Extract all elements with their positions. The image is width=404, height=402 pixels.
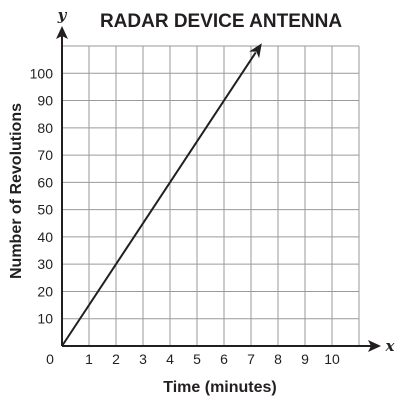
- y-tick-label: 20: [37, 283, 53, 299]
- x-tick-label: 8: [274, 351, 282, 367]
- origin-label: 0: [46, 351, 54, 367]
- y-tick-label: 100: [30, 65, 54, 81]
- x-tick-label: 1: [85, 351, 93, 367]
- y-axis-symbol: y: [57, 6, 68, 24]
- y-axis-title: Number of Revolutions: [8, 103, 25, 279]
- series: [61, 43, 262, 347]
- grid: [62, 45, 360, 346]
- x-axis-arrow: [368, 340, 381, 352]
- y-tick-label: 60: [37, 174, 53, 190]
- y-tick-label: 10: [37, 311, 53, 327]
- x-axis-title: Time (minutes): [163, 379, 277, 396]
- x-tick-label: 5: [193, 351, 201, 367]
- x-tick-label: 6: [220, 351, 228, 367]
- y-tick-label: 90: [37, 93, 53, 109]
- series-line: [61, 51, 257, 347]
- y-tick-label: 50: [37, 202, 53, 218]
- tick-labels: 1 2 3 4 5 6 7 8 9 10 10 20 30 40 50 60 70 80 90 100: [30, 65, 340, 367]
- x-tick-label: 10: [324, 351, 340, 367]
- x-tick-label: 4: [166, 351, 174, 367]
- axes: [56, 26, 381, 352]
- y-tick-label: 40: [37, 229, 53, 245]
- y-axis-arrow: [56, 26, 68, 39]
- y-tick-label: 30: [37, 256, 53, 272]
- x-tick-label: 3: [139, 351, 147, 367]
- y-tick-label: 80: [37, 120, 53, 136]
- x-tick-label: 7: [247, 351, 255, 367]
- x-axis-symbol: x: [385, 337, 396, 355]
- y-tick-label: 70: [37, 147, 53, 163]
- x-tick-label: 9: [301, 351, 309, 367]
- series-arrow: [249, 43, 262, 59]
- chart-title: RADAR DEVICE ANTENNA: [100, 11, 342, 32]
- x-tick-label: 2: [112, 351, 120, 367]
